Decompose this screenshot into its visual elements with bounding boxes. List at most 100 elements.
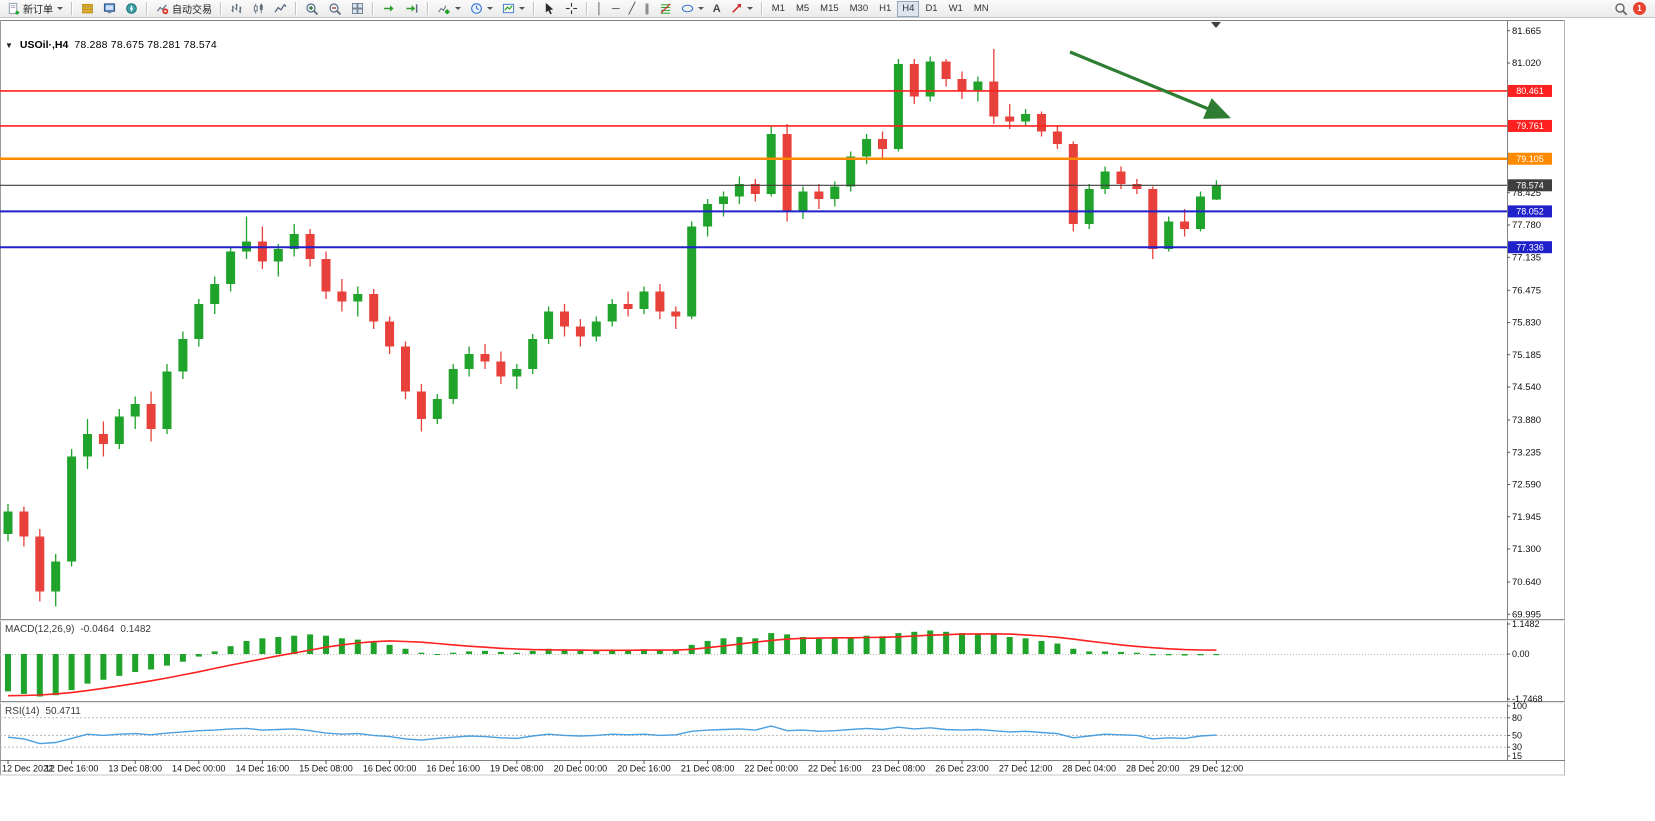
time-axis-label: 22 Dec 00:00 (744, 764, 798, 774)
macd-histogram-bar (1118, 651, 1124, 654)
navigator-button[interactable] (121, 1, 142, 17)
rsi-line (7, 725, 1217, 745)
macd-histogram-bar (434, 654, 441, 655)
cursor-button[interactable] (539, 1, 560, 17)
macd-histogram-bar (1006, 637, 1013, 654)
macd-histogram-bar (1133, 652, 1140, 654)
toolbar-separator (71, 2, 73, 15)
macd-histogram-bar (656, 650, 663, 654)
zoom-out-button[interactable] (324, 1, 346, 17)
macd-histogram-bar (291, 635, 298, 654)
macd-histogram-bar (1086, 651, 1093, 654)
search-button[interactable] (1610, 1, 1632, 17)
price-axis-label: 69.995 (1512, 609, 1541, 620)
panel-divider[interactable] (0, 619, 1565, 621)
time-axis-label: 12 Dec 2022 (2, 764, 53, 774)
time-axis-label: 15 Dec 08:00 (299, 764, 353, 774)
timeframe-w1-button[interactable]: W1 (944, 1, 968, 17)
price-axis-label: 81.020 (1512, 58, 1541, 69)
rsi-axis-label: 100 (1512, 701, 1527, 711)
new-order-button[interactable]: 新订单 (3, 1, 67, 17)
macd-histogram-bar (672, 650, 679, 654)
autotrading-icon (156, 2, 169, 15)
macd-histogram-bar (784, 634, 791, 654)
caret-down-icon (455, 7, 461, 10)
horizontal-line-icon: ─ (611, 2, 620, 15)
macd-histogram-bar (752, 638, 759, 654)
macd-histogram-bar (577, 650, 584, 654)
price-badge (1508, 205, 1552, 218)
trendline-button[interactable]: ╱ (625, 1, 640, 17)
text-button[interactable]: A (709, 1, 725, 17)
fibonacci-button[interactable] (655, 1, 676, 17)
market-watch-button[interactable] (77, 1, 98, 17)
price-axis[interactable]: 81.665 81.020 78.425 77.780 77.135 76.475 75.8… (1507, 26, 1552, 621)
trendline-icon: ╱ (628, 2, 636, 15)
price-axis-label: 77.780 (1512, 220, 1541, 231)
rsi-axis-label: 50 (1512, 730, 1522, 740)
zoom-out-icon (328, 2, 342, 16)
timeframe-mn-button[interactable]: MN (969, 1, 994, 17)
tile-windows-button[interactable] (347, 1, 368, 17)
vertical-line-button[interactable]: │ (592, 1, 607, 17)
price-badge (1508, 179, 1552, 192)
chart-shift-button[interactable] (401, 1, 423, 17)
price-badge-label: 79.105 (1516, 154, 1544, 164)
chart-window[interactable]: 81.665 81.020 78.425 77.780 77.135 76.475 75.8… (0, 18, 1655, 778)
horizontal-line-button[interactable]: ─ (608, 1, 624, 17)
toolbar-separator (295, 2, 297, 15)
bar-chart-icon (230, 2, 243, 15)
auto-scroll-button[interactable] (378, 1, 400, 17)
add-indicator-button[interactable] (433, 1, 465, 17)
chart-canvas[interactable]: 81.665 81.020 78.425 77.780 77.135 76.475 75.8… (0, 18, 1655, 778)
timeframe-m5-button[interactable]: M5 (791, 1, 814, 17)
crosshair-button[interactable] (561, 1, 582, 17)
notification-badge[interactable]: 1 (1633, 2, 1646, 15)
zoom-in-button[interactable] (301, 1, 323, 17)
candlestick-chart-button[interactable] (248, 1, 269, 17)
bar-chart-button[interactable] (226, 1, 247, 17)
candlestick-chart-icon (252, 2, 265, 15)
trend-arrow[interactable] (1069, 50, 1231, 119)
timeframe-d1-button[interactable]: D1 (920, 1, 942, 17)
templates-icon (502, 2, 515, 15)
time-axis-label: 23 Dec 08:00 (872, 764, 926, 774)
toolbar-separator (372, 2, 374, 15)
macd-histogram-bar (800, 637, 806, 654)
macd-histogram-bar (116, 654, 123, 676)
shapes-button[interactable] (677, 1, 708, 17)
time-axis-label: 13 Dec 08:00 (108, 764, 162, 774)
price-axis-label: 75.185 (1512, 350, 1541, 361)
macd-histogram-bar (1197, 654, 1204, 656)
macd-panel[interactable]: 1.1482 0.00 -1.7468 (0, 619, 1543, 704)
macd-histogram-bar (529, 650, 536, 654)
horizontal-levels[interactable] (0, 90, 1507, 249)
panel-divider[interactable] (0, 701, 1565, 703)
timeframe-h1-button[interactable]: H1 (874, 1, 896, 17)
line-chart-button[interactable] (270, 1, 291, 17)
chart-frame (0, 20, 1565, 776)
timeframe-m1-button[interactable]: M1 (767, 1, 790, 17)
periods-button[interactable] (466, 1, 497, 17)
macd-histogram-bar (943, 631, 950, 654)
channel-button[interactable]: ∥ (640, 1, 654, 17)
caret-down-icon (697, 7, 704, 10)
data-window-button[interactable] (99, 1, 120, 17)
time-axis-label: 26 Dec 23:00 (935, 764, 989, 774)
arrows-button[interactable] (726, 1, 757, 17)
price-axis-label: 73.235 (1512, 447, 1541, 458)
macd-signal-value: 0.1482 (120, 624, 151, 635)
new-order-icon (7, 2, 20, 15)
periods-icon (470, 2, 483, 15)
autotrading-button[interactable]: 自动交易 (152, 1, 216, 17)
price-axis-label: 71.300 (1512, 544, 1541, 555)
timeframe-h4-button[interactable]: H4 (897, 0, 920, 17)
timeframe-m30-button[interactable]: M30 (845, 1, 873, 17)
text-icon: A (712, 2, 721, 15)
one-click-trading-icon[interactable]: ▼ (5, 40, 13, 50)
timeframe-m15-button[interactable]: M15 (815, 1, 843, 17)
templates-button[interactable] (498, 1, 529, 17)
toolbar-separator (220, 2, 222, 15)
